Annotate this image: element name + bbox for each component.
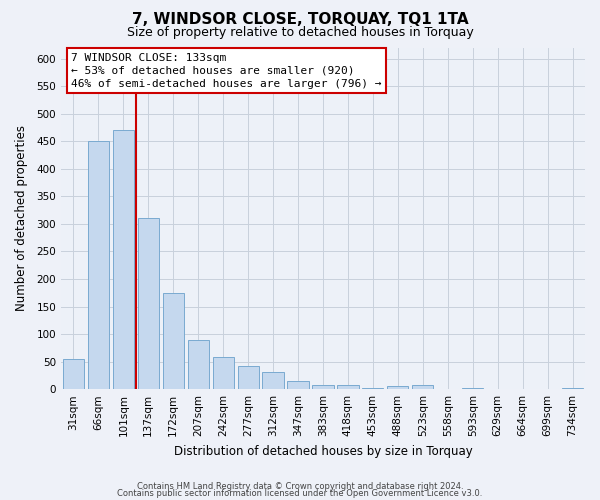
- Text: Size of property relative to detached houses in Torquay: Size of property relative to detached ho…: [127, 26, 473, 39]
- Bar: [462, 388, 484, 389]
- Text: Contains HM Land Registry data © Crown copyright and database right 2024.: Contains HM Land Registry data © Crown c…: [137, 482, 463, 491]
- X-axis label: Distribution of detached houses by size in Torquay: Distribution of detached houses by size …: [173, 444, 472, 458]
- Bar: [212, 357, 234, 389]
- Text: 7 WINDSOR CLOSE: 133sqm
← 53% of detached houses are smaller (920)
46% of semi-d: 7 WINDSOR CLOSE: 133sqm ← 53% of detache…: [71, 52, 382, 89]
- Bar: [287, 381, 308, 389]
- Y-axis label: Number of detached properties: Number of detached properties: [15, 126, 28, 312]
- Bar: [163, 292, 184, 389]
- Bar: [63, 359, 84, 389]
- Bar: [362, 388, 383, 389]
- Bar: [113, 130, 134, 389]
- Bar: [262, 372, 284, 389]
- Bar: [137, 218, 159, 389]
- Text: Contains public sector information licensed under the Open Government Licence v3: Contains public sector information licen…: [118, 489, 482, 498]
- Bar: [238, 366, 259, 389]
- Bar: [313, 386, 334, 389]
- Bar: [188, 340, 209, 389]
- Bar: [412, 385, 433, 389]
- Bar: [88, 141, 109, 389]
- Text: 7, WINDSOR CLOSE, TORQUAY, TQ1 1TA: 7, WINDSOR CLOSE, TORQUAY, TQ1 1TA: [131, 12, 469, 26]
- Bar: [387, 386, 409, 389]
- Bar: [512, 388, 533, 389]
- Bar: [337, 385, 359, 389]
- Bar: [437, 388, 458, 389]
- Bar: [562, 388, 583, 389]
